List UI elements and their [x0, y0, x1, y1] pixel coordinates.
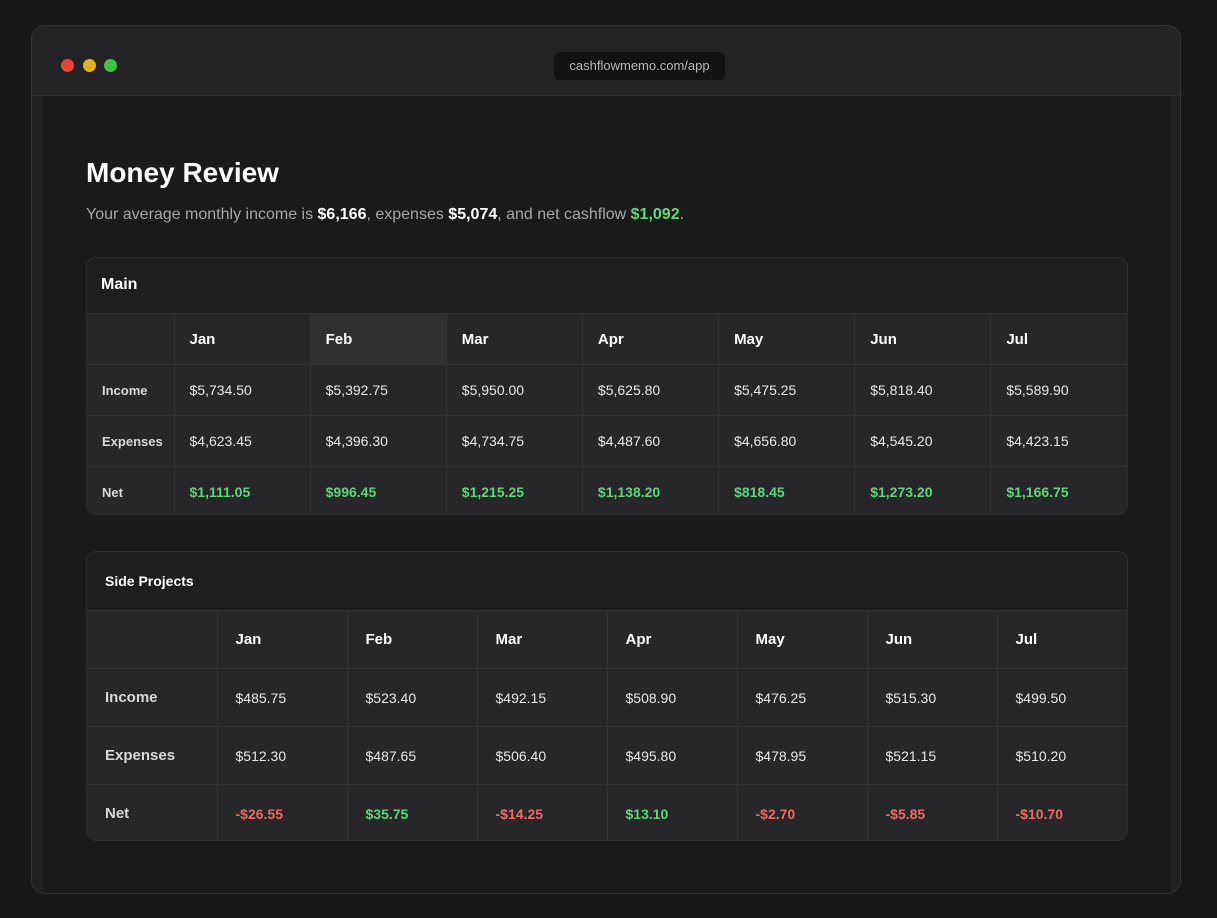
- table-cell: $495.80: [607, 726, 738, 785]
- table-cell: $5,625.80: [582, 364, 720, 416]
- table-cell: $4,423.15: [990, 415, 1127, 467]
- title-bar: cashflowmemo.com/app: [32, 26, 1180, 96]
- table-cell: $5,392.75: [310, 364, 447, 416]
- row-label: Income: [87, 364, 175, 416]
- table-cell: $1,215.25: [446, 466, 583, 514]
- table-cell: $4,656.80: [718, 415, 856, 467]
- table-cell: $4,545.20: [854, 415, 992, 467]
- column-header-feb[interactable]: Feb: [310, 313, 447, 365]
- side-projects-table-card: Side Projects Jan Feb Mar Apr May Jun Jul Inco…: [86, 551, 1128, 841]
- table-cell: $996.45: [310, 466, 447, 514]
- row-label: Net: [87, 466, 175, 514]
- table-cell: $1,111.05: [174, 466, 311, 514]
- browser-window: cashflowmemo.com/app Money Review Your a…: [31, 25, 1181, 894]
- row-label: Expenses: [87, 726, 218, 785]
- table-cell: $5,734.50: [174, 364, 311, 416]
- table-row-income: Income $5,734.50 $5,392.75 $5,950.00 $5,625.…: [87, 364, 1127, 416]
- column-header-may[interactable]: May: [718, 313, 856, 365]
- column-header-mar[interactable]: Mar: [446, 313, 583, 365]
- table-header-row: Jan Feb Mar Apr May Jun Jul: [87, 610, 1127, 669]
- main-cashflow-table: Jan Feb Mar Apr May Jun Jul Income $5,734.50 $5,…: [87, 313, 1127, 514]
- column-header-jan[interactable]: Jan: [174, 313, 311, 365]
- table-cell: $1,138.20: [582, 466, 720, 514]
- column-header-apr[interactable]: Apr: [607, 610, 738, 669]
- table-cell: $487.65: [347, 726, 478, 785]
- table-cell: $492.15: [477, 668, 608, 727]
- table-cell: $5,950.00: [446, 364, 583, 416]
- table-row-expenses: Expenses $512.30 $487.65 $506.40 $495.80 $478…: [87, 726, 1127, 785]
- summary-mid-1: , expenses: [366, 206, 449, 223]
- corner-cell: [87, 313, 175, 365]
- summary-expenses: $5,074: [448, 206, 498, 223]
- side-projects-cashflow-table: Jan Feb Mar Apr May Jun Jul Income $485.75 $523.…: [87, 610, 1127, 840]
- summary-net: $1,092: [630, 206, 680, 223]
- table-cell: -$2.70: [737, 784, 868, 840]
- table-row-net: Net $1,111.05 $996.45 $1,215.25 $1,138.20 $81…: [87, 466, 1127, 514]
- table-cell: $4,487.60: [582, 415, 720, 467]
- table-cell: $4,623.45: [174, 415, 311, 467]
- table-cell: $13.10: [607, 784, 738, 840]
- table-cell: $499.50: [997, 668, 1127, 727]
- corner-cell: [87, 610, 218, 669]
- table-row-net: Net -$26.55 $35.75 -$14.25 $13.10 -$2.70 -$5.8…: [87, 784, 1127, 840]
- table-cell: $512.30: [217, 726, 348, 785]
- close-window-button[interactable]: [61, 59, 74, 72]
- table-cell: $521.15: [867, 726, 998, 785]
- column-header-feb[interactable]: Feb: [347, 610, 478, 669]
- table-cell: $1,273.20: [854, 466, 992, 514]
- side-projects-table-title: Side Projects: [105, 573, 194, 589]
- table-cell: $485.75: [217, 668, 348, 727]
- main-table-title: Main: [101, 276, 138, 293]
- table-header-row: Jan Feb Mar Apr May Jun Jul: [87, 313, 1127, 365]
- column-header-apr[interactable]: Apr: [582, 313, 720, 365]
- table-cell: $818.45: [718, 466, 856, 514]
- row-label: Net: [87, 784, 218, 840]
- column-header-jul[interactable]: Jul: [997, 610, 1127, 669]
- table-cell: $506.40: [477, 726, 608, 785]
- table-cell: -$5.85: [867, 784, 998, 840]
- table-row-income: Income $485.75 $523.40 $492.15 $508.90 $476.2…: [87, 668, 1127, 727]
- table-cell: $5,589.90: [990, 364, 1127, 416]
- table-row-expenses: Expenses $4,623.45 $4,396.30 $4,734.75 $4,48…: [87, 415, 1127, 467]
- table-cell: $510.20: [997, 726, 1127, 785]
- table-cell: $35.75: [347, 784, 478, 840]
- row-label: Expenses: [87, 415, 175, 467]
- table-cell: $508.90: [607, 668, 738, 727]
- address-bar[interactable]: cashflowmemo.com/app: [554, 52, 725, 80]
- table-cell: -$10.70: [997, 784, 1127, 840]
- table-cell: $4,396.30: [310, 415, 447, 467]
- table-cell: $4,734.75: [446, 415, 583, 467]
- table-cell: $1,166.75: [990, 466, 1127, 514]
- table-cell: $476.25: [737, 668, 868, 727]
- summary-income: $6,166: [317, 206, 367, 223]
- table-cell: $478.95: [737, 726, 868, 785]
- column-header-mar[interactable]: Mar: [477, 610, 608, 669]
- table-cell: $523.40: [347, 668, 478, 727]
- summary-prefix: Your average monthly income is: [86, 206, 318, 223]
- table-cell: $515.30: [867, 668, 998, 727]
- minimize-window-button[interactable]: [83, 59, 96, 72]
- maximize-window-button[interactable]: [104, 59, 117, 72]
- column-header-jan[interactable]: Jan: [217, 610, 348, 669]
- main-table-card: Main Jan Feb Mar Apr May Jun Jul Income $5,734.…: [86, 257, 1128, 515]
- table-cell: $5,818.40: [854, 364, 992, 416]
- page-content: Money Review Your average monthly income…: [43, 96, 1171, 893]
- summary-suffix: .: [679, 206, 685, 223]
- column-header-jun[interactable]: Jun: [854, 313, 992, 365]
- row-label: Income: [87, 668, 218, 727]
- table-cell: -$26.55: [217, 784, 348, 840]
- summary-mid-2: , and net cashflow: [497, 206, 631, 223]
- column-header-jul[interactable]: Jul: [990, 313, 1127, 365]
- page-title: Money Review: [86, 157, 279, 188]
- column-header-jun[interactable]: Jun: [867, 610, 998, 669]
- column-header-may[interactable]: May: [737, 610, 868, 669]
- summary-text: Your average monthly income is $6,166, e…: [86, 206, 684, 224]
- table-cell: -$14.25: [477, 784, 608, 840]
- table-cell: $5,475.25: [718, 364, 856, 416]
